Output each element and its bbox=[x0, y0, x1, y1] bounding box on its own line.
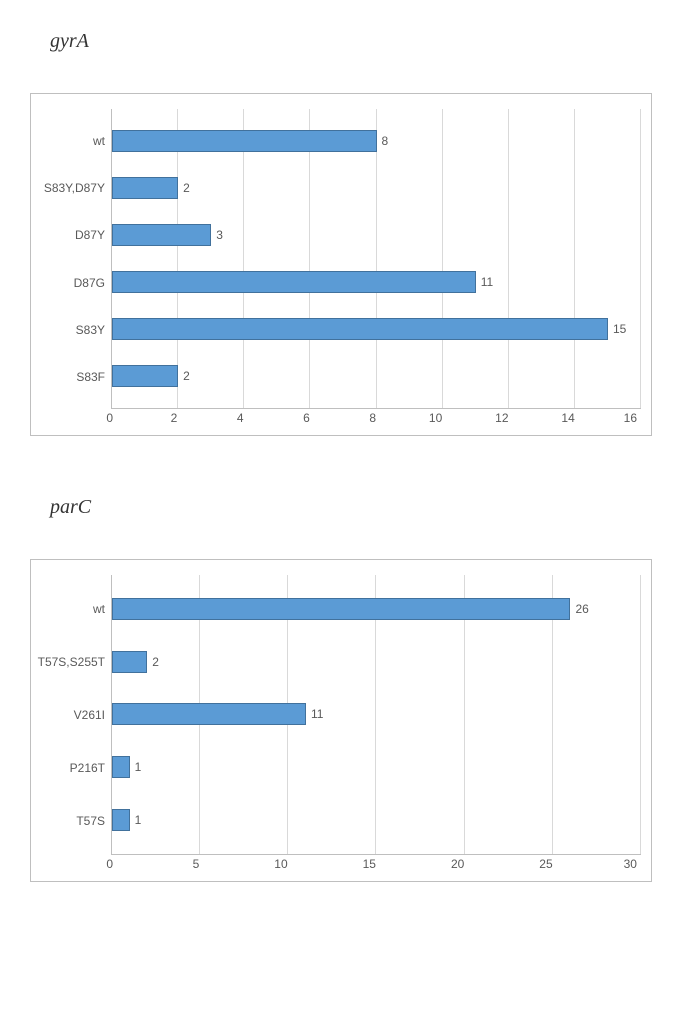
bar-slot: 2 bbox=[112, 636, 641, 689]
bar-value-label: 1 bbox=[135, 760, 142, 774]
bar-slot: 8 bbox=[112, 117, 641, 164]
bar-slot: 26 bbox=[112, 583, 641, 636]
bar-value-label: 2 bbox=[183, 369, 190, 383]
bar-slot: 1 bbox=[112, 741, 641, 794]
bar-slot: 2 bbox=[112, 353, 641, 400]
bar-slot: 2 bbox=[112, 164, 641, 211]
bar-value-label: 3 bbox=[216, 228, 223, 242]
y-axis-labels: wtS83Y,D87YD87YD87GS83YS83F bbox=[41, 109, 111, 409]
bars: 8 2 3 11 15 2 bbox=[112, 109, 641, 408]
y-axis-label: T57S bbox=[41, 794, 105, 847]
bar-slot: 11 bbox=[112, 259, 641, 306]
bar-value-label: 2 bbox=[183, 181, 190, 195]
page: gyrAwtS83Y,D87YD87YD87GS83YS83F823111520… bbox=[0, 0, 682, 962]
chart-container: wtS83Y,D87YD87YD87GS83YS83F8231115202468… bbox=[30, 93, 652, 436]
y-axis-label: D87Y bbox=[41, 212, 105, 259]
bar: 11 bbox=[112, 271, 476, 293]
chart-title: parC bbox=[50, 496, 652, 519]
bar: 8 bbox=[112, 130, 377, 152]
bar: 1 bbox=[112, 809, 130, 831]
bar-value-label: 26 bbox=[575, 602, 588, 616]
bar-slot: 15 bbox=[112, 306, 641, 353]
bar: 2 bbox=[112, 365, 178, 387]
bar-slot: 11 bbox=[112, 688, 641, 741]
y-axis-label: T57S,S255T bbox=[41, 636, 105, 689]
chart-title: gyrA bbox=[50, 30, 652, 53]
plot-area: 2621111 bbox=[111, 575, 641, 855]
y-axis-label: S83F bbox=[41, 354, 105, 401]
bar: 3 bbox=[112, 224, 211, 246]
bar-value-label: 15 bbox=[613, 322, 626, 336]
bar: 15 bbox=[112, 318, 608, 340]
bar-slot: 3 bbox=[112, 211, 641, 258]
bar: 11 bbox=[112, 703, 306, 725]
y-axis-label: D87G bbox=[41, 259, 105, 306]
bar-value-label: 11 bbox=[311, 707, 323, 721]
chart-area: wtT57S,S255TV261IP216TT57S26211110510152… bbox=[41, 575, 641, 871]
bars: 2621111 bbox=[112, 575, 641, 854]
bar-value-label: 2 bbox=[152, 655, 159, 669]
y-axis-label: S83Y,D87Y bbox=[41, 164, 105, 211]
bar: 2 bbox=[112, 651, 147, 673]
bar-value-label: 11 bbox=[481, 275, 493, 289]
y-axis-label: wt bbox=[41, 117, 105, 164]
bar-value-label: 1 bbox=[135, 813, 142, 827]
bar-slot: 1 bbox=[112, 793, 641, 846]
x-axis: 0246810121416 bbox=[41, 411, 641, 425]
x-axis: 051015202530 bbox=[41, 857, 641, 871]
bar: 1 bbox=[112, 756, 130, 778]
plot-area: 8 2 3 11 15 2 bbox=[111, 109, 641, 409]
y-axis-label: P216T bbox=[41, 741, 105, 794]
y-axis-label: wt bbox=[41, 583, 105, 636]
chart-container: wtT57S,S255TV261IP216TT57S26211110510152… bbox=[30, 559, 652, 882]
chart-area: wtS83Y,D87YD87YD87GS83YS83F8231115202468… bbox=[41, 109, 641, 425]
y-axis-label: S83Y bbox=[41, 306, 105, 353]
bar: 2 bbox=[112, 177, 178, 199]
y-axis-labels: wtT57S,S255TV261IP216TT57S bbox=[41, 575, 111, 855]
bar-value-label: 8 bbox=[382, 134, 389, 148]
bar: 26 bbox=[112, 598, 570, 620]
y-axis-label: V261I bbox=[41, 689, 105, 742]
